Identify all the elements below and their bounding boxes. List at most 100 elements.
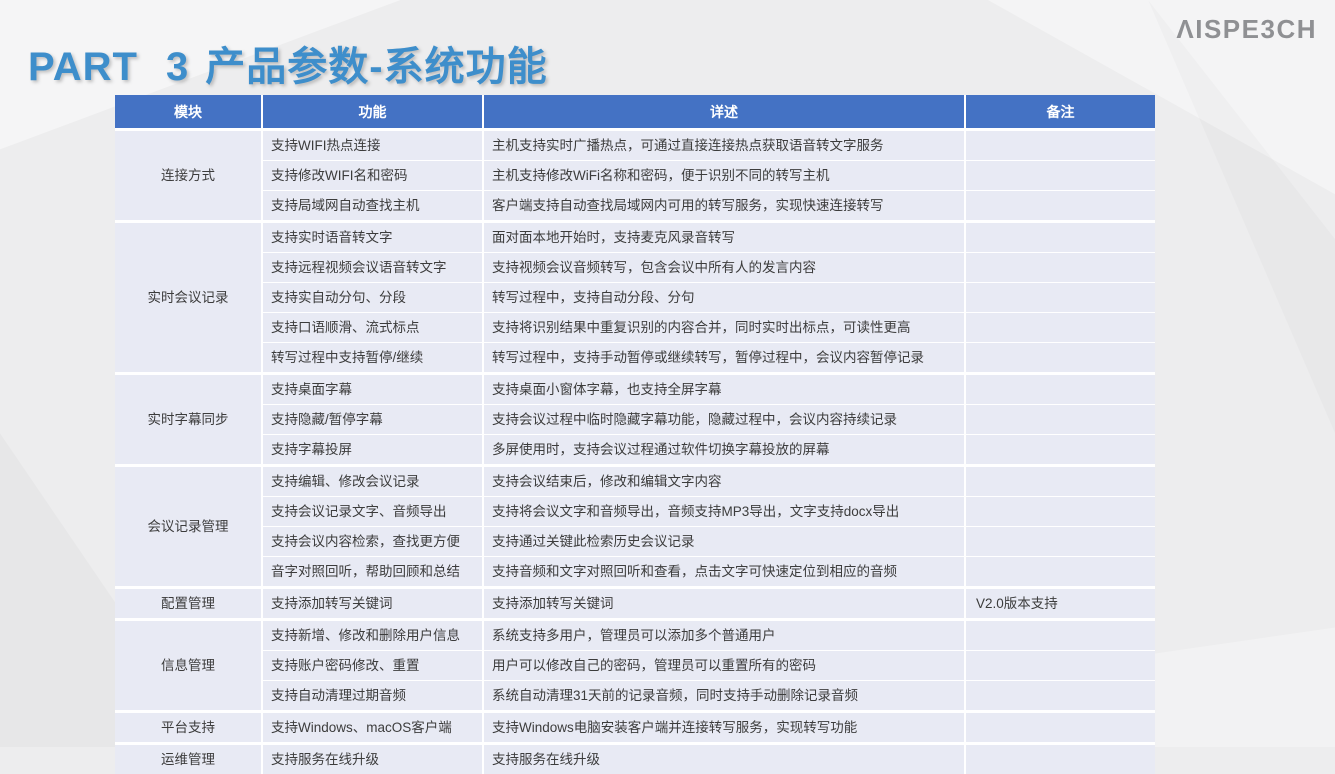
table-row: 会议记录管理 支持编辑、修改会议记录 支持会议结束后，修改和编辑文字内容 — [115, 466, 1155, 497]
table-row: 音字对照回听，帮助回顾和总结 支持音频和文字对照回听和查看，点击文字可快速定位到… — [115, 557, 1155, 588]
function-cell: 支持服务在线升级 — [262, 744, 483, 774]
module-cell: 实时字幕同步 — [115, 374, 262, 466]
note-cell — [965, 744, 1155, 774]
detail-cell: 支持会议结束后，修改和编辑文字内容 — [483, 466, 965, 497]
note-cell — [965, 161, 1155, 191]
table-header-row: 模块 功能 详述 备注 — [115, 95, 1155, 130]
note-cell — [965, 130, 1155, 161]
table-row: 支持远程视频会议语音转文字 支持视频会议音频转写，包含会议中所有人的发言内容 — [115, 253, 1155, 283]
module-cell: 平台支持 — [115, 712, 262, 744]
detail-cell: 多屏使用时，支持会议过程通过软件切换字幕投放的屏幕 — [483, 435, 965, 466]
table-row: 实时会议记录 支持实时语音转文字 面对面本地开始时，支持麦克风录音转写 — [115, 222, 1155, 253]
table-row: 支持隐藏/暂停字幕 支持会议过程中临时隐藏字幕功能，隐藏过程中，会议内容持续记录 — [115, 405, 1155, 435]
table-row: 平台支持 支持Windows、macOS客户端 支持Windows电脑安装客户端… — [115, 712, 1155, 744]
note-cell — [965, 435, 1155, 466]
table-row: 实时字幕同步 支持桌面字幕 支持桌面小窗体字幕，也支持全屏字幕 — [115, 374, 1155, 405]
module-cell: 信息管理 — [115, 620, 262, 712]
detail-cell: 支持将识别结果中重复识别的内容合并，同时实时出标点，可读性更高 — [483, 313, 965, 343]
detail-cell: 面对面本地开始时，支持麦克风录音转写 — [483, 222, 965, 253]
function-cell: 支持远程视频会议语音转文字 — [262, 253, 483, 283]
function-cell: 支持新增、修改和删除用户信息 — [262, 620, 483, 651]
table-row: 支持修改WIFI名和密码 主机支持修改WiFi名称和密码，便于识别不同的转写主机 — [115, 161, 1155, 191]
function-cell: 音字对照回听，帮助回顾和总结 — [262, 557, 483, 588]
detail-cell: 支持桌面小窗体字幕，也支持全屏字幕 — [483, 374, 965, 405]
detail-cell: 用户可以修改自己的密码，管理员可以重置所有的密码 — [483, 651, 965, 681]
note-cell — [965, 527, 1155, 557]
function-cell: 支持实时语音转文字 — [262, 222, 483, 253]
table-row: 支持实自动分句、分段 转写过程中，支持自动分段、分句 — [115, 283, 1155, 313]
function-cell: 支持桌面字幕 — [262, 374, 483, 405]
column-header-function: 功能 — [262, 95, 483, 130]
table-row: 支持会议内容检索，查找更方便 支持通过关键此检索历史会议记录 — [115, 527, 1155, 557]
system-functions-table: 模块 功能 详述 备注 连接方式 支持WIFI热点连接 主机支持实时广播热点，可… — [115, 95, 1155, 774]
note-cell — [965, 191, 1155, 222]
function-cell: 支持局域网自动查找主机 — [262, 191, 483, 222]
column-header-note: 备注 — [965, 95, 1155, 130]
table-row: 信息管理 支持新增、修改和删除用户信息 系统支持多用户，管理员可以添加多个普通用… — [115, 620, 1155, 651]
function-cell: 支持隐藏/暂停字幕 — [262, 405, 483, 435]
function-cell: 转写过程中支持暂停/继续 — [262, 343, 483, 374]
aispeech-logo: ΛISPE3CH — [1176, 14, 1317, 45]
note-cell — [965, 466, 1155, 497]
table-row: 支持会议记录文字、音频导出 支持将会议文字和音频导出，音频支持MP3导出，文字支… — [115, 497, 1155, 527]
note-cell — [965, 283, 1155, 313]
note-cell — [965, 557, 1155, 588]
detail-cell: 支持音频和文字对照回听和查看，点击文字可快速定位到相应的音频 — [483, 557, 965, 588]
function-cell: 支持字幕投屏 — [262, 435, 483, 466]
detail-cell: 主机支持修改WiFi名称和密码，便于识别不同的转写主机 — [483, 161, 965, 191]
table-row: 支持自动清理过期音频 系统自动清理31天前的记录音频，同时支持手动删除记录音频 — [115, 681, 1155, 712]
page-title-text: 产品参数-系统功能 — [205, 45, 547, 89]
detail-cell: 客户端支持自动查找局域网内可用的转写服务，实现快速连接转写 — [483, 191, 965, 222]
table-row: 支持账户密码修改、重置 用户可以修改自己的密码，管理员可以重置所有的密码 — [115, 651, 1155, 681]
table-row: 连接方式 支持WIFI热点连接 主机支持实时广播热点，可通过直接连接热点获取语音… — [115, 130, 1155, 161]
function-cell: 支持自动清理过期音频 — [262, 681, 483, 712]
module-cell: 连接方式 — [115, 130, 262, 222]
table-row: 支持字幕投屏 多屏使用时，支持会议过程通过软件切换字幕投放的屏幕 — [115, 435, 1155, 466]
table-row: 支持口语顺滑、流式标点 支持将识别结果中重复识别的内容合并，同时实时出标点，可读… — [115, 313, 1155, 343]
column-header-module: 模块 — [115, 95, 262, 130]
detail-cell: 支持Windows电脑安装客户端并连接转写服务，实现转写功能 — [483, 712, 965, 744]
note-cell — [965, 620, 1155, 651]
detail-cell: 转写过程中，支持自动分段、分句 — [483, 283, 965, 313]
page-title-part-number: PART 3 — [28, 45, 189, 89]
function-cell: 支持添加转写关键词 — [262, 588, 483, 620]
function-cell: 支持会议记录文字、音频导出 — [262, 497, 483, 527]
module-cell: 实时会议记录 — [115, 222, 262, 374]
function-cell: 支持口语顺滑、流式标点 — [262, 313, 483, 343]
module-cell: 会议记录管理 — [115, 466, 262, 588]
module-cell: 配置管理 — [115, 588, 262, 620]
table-row: 配置管理 支持添加转写关键词 支持添加转写关键词 V2.0版本支持 — [115, 588, 1155, 620]
column-header-detail: 详述 — [483, 95, 965, 130]
detail-cell: 转写过程中，支持手动暂停或继续转写，暂停过程中，会议内容暂停记录 — [483, 343, 965, 374]
note-cell — [965, 374, 1155, 405]
detail-cell: 系统自动清理31天前的记录音频，同时支持手动删除记录音频 — [483, 681, 965, 712]
note-cell — [965, 343, 1155, 374]
detail-cell: 支持服务在线升级 — [483, 744, 965, 774]
note-cell — [965, 253, 1155, 283]
function-cell: 支持会议内容检索，查找更方便 — [262, 527, 483, 557]
function-cell: 支持编辑、修改会议记录 — [262, 466, 483, 497]
note-cell: V2.0版本支持 — [965, 588, 1155, 620]
note-cell — [965, 651, 1155, 681]
note-cell — [965, 681, 1155, 712]
function-cell: 支持Windows、macOS客户端 — [262, 712, 483, 744]
note-cell — [965, 405, 1155, 435]
detail-cell: 主机支持实时广播热点，可通过直接连接热点获取语音转文字服务 — [483, 130, 965, 161]
detail-cell: 支持通过关键此检索历史会议记录 — [483, 527, 965, 557]
function-cell: 支持修改WIFI名和密码 — [262, 161, 483, 191]
note-cell — [965, 497, 1155, 527]
function-cell: 支持WIFI热点连接 — [262, 130, 483, 161]
module-cell: 运维管理 — [115, 744, 262, 774]
table-row: 运维管理 支持服务在线升级 支持服务在线升级 — [115, 744, 1155, 774]
detail-cell: 支持将会议文字和音频导出，音频支持MP3导出，文字支持docx导出 — [483, 497, 965, 527]
page-title: PART 3 产品参数-系统功能 — [28, 34, 548, 92]
detail-cell: 系统支持多用户，管理员可以添加多个普通用户 — [483, 620, 965, 651]
detail-cell: 支持添加转写关键词 — [483, 588, 965, 620]
note-cell — [965, 222, 1155, 253]
table-row: 支持局域网自动查找主机 客户端支持自动查找局域网内可用的转写服务，实现快速连接转… — [115, 191, 1155, 222]
function-cell: 支持账户密码修改、重置 — [262, 651, 483, 681]
note-cell — [965, 313, 1155, 343]
note-cell — [965, 712, 1155, 744]
function-cell: 支持实自动分句、分段 — [262, 283, 483, 313]
table-row: 转写过程中支持暂停/继续 转写过程中，支持手动暂停或继续转写，暂停过程中，会议内… — [115, 343, 1155, 374]
